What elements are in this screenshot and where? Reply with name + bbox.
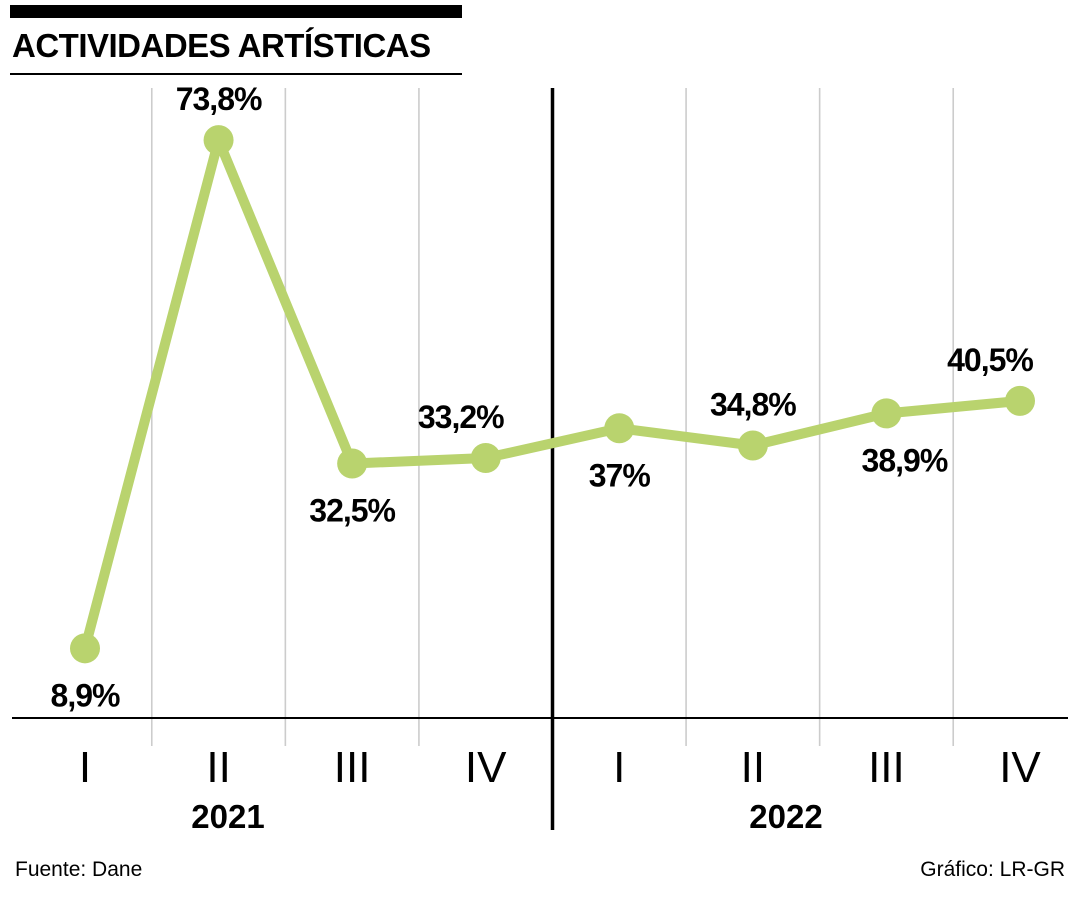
value-label: 40,5% xyxy=(947,342,1033,378)
x-tick-label: III xyxy=(868,743,905,792)
data-point xyxy=(737,430,768,461)
value-label: 33,2% xyxy=(418,399,504,435)
data-point xyxy=(604,413,635,444)
x-tick-label: II xyxy=(741,743,765,792)
data-point xyxy=(871,398,902,429)
header-top-bar xyxy=(10,5,462,18)
x-tick-label: III xyxy=(334,743,371,792)
value-label: 32,5% xyxy=(309,493,395,529)
data-point xyxy=(203,125,234,156)
x-tick-label: I xyxy=(79,743,91,792)
value-label: 37% xyxy=(589,457,651,493)
x-tick-label: II xyxy=(206,743,230,792)
data-point xyxy=(1005,385,1035,416)
data-line xyxy=(80,135,1025,654)
x-tick-label: IV xyxy=(465,743,507,792)
value-label: 8,9% xyxy=(51,677,120,713)
chart-header: ACTIVIDADES ARTÍSTICAS xyxy=(10,5,462,75)
data-point xyxy=(337,448,368,479)
x-tick-label: IV xyxy=(999,743,1041,792)
x-tick-label: I xyxy=(613,743,625,792)
data-point xyxy=(470,443,501,474)
data-point xyxy=(70,633,100,664)
year-label: 2022 xyxy=(749,798,822,835)
value-label: 38,9% xyxy=(862,442,948,478)
year-label: 2021 xyxy=(191,798,264,835)
chart-footer: Fuente: Dane Gráfico: LR-GR xyxy=(15,858,1065,882)
source-label: Fuente: Dane xyxy=(15,858,143,881)
value-label: 73,8% xyxy=(176,81,262,117)
chart-title: ACTIVIDADES ARTÍSTICAS xyxy=(10,18,462,75)
value-label: 34,8% xyxy=(710,387,796,423)
credit-label: Gráfico: LR-GR xyxy=(920,858,1065,881)
